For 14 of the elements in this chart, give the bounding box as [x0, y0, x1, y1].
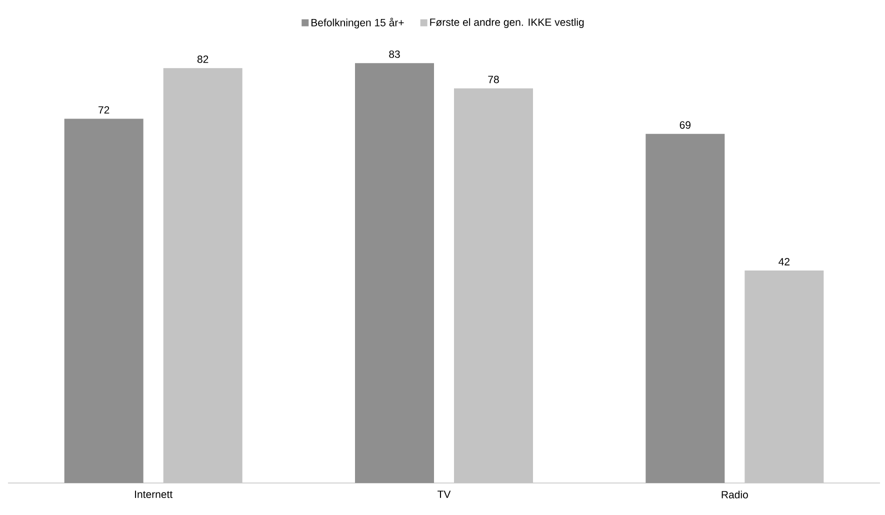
x-tick-label: Radio	[722, 490, 748, 498]
bar	[744, 270, 824, 483]
legend-label: Befolkningen 15 år+	[312, 18, 404, 28]
bar	[163, 68, 242, 483]
bar	[454, 88, 534, 483]
data-label: 82	[197, 56, 208, 63]
data-label: 42	[778, 258, 790, 266]
data-label: 83	[389, 50, 400, 58]
x-tick-label: TV	[438, 490, 451, 498]
data-label: 78	[488, 76, 499, 84]
legend-label: Første el andre gen. IKKE vestlig	[430, 18, 584, 28]
x-tick-label: Internett	[135, 490, 173, 498]
data-label: 69	[680, 121, 691, 129]
data-label: 72	[98, 106, 110, 114]
